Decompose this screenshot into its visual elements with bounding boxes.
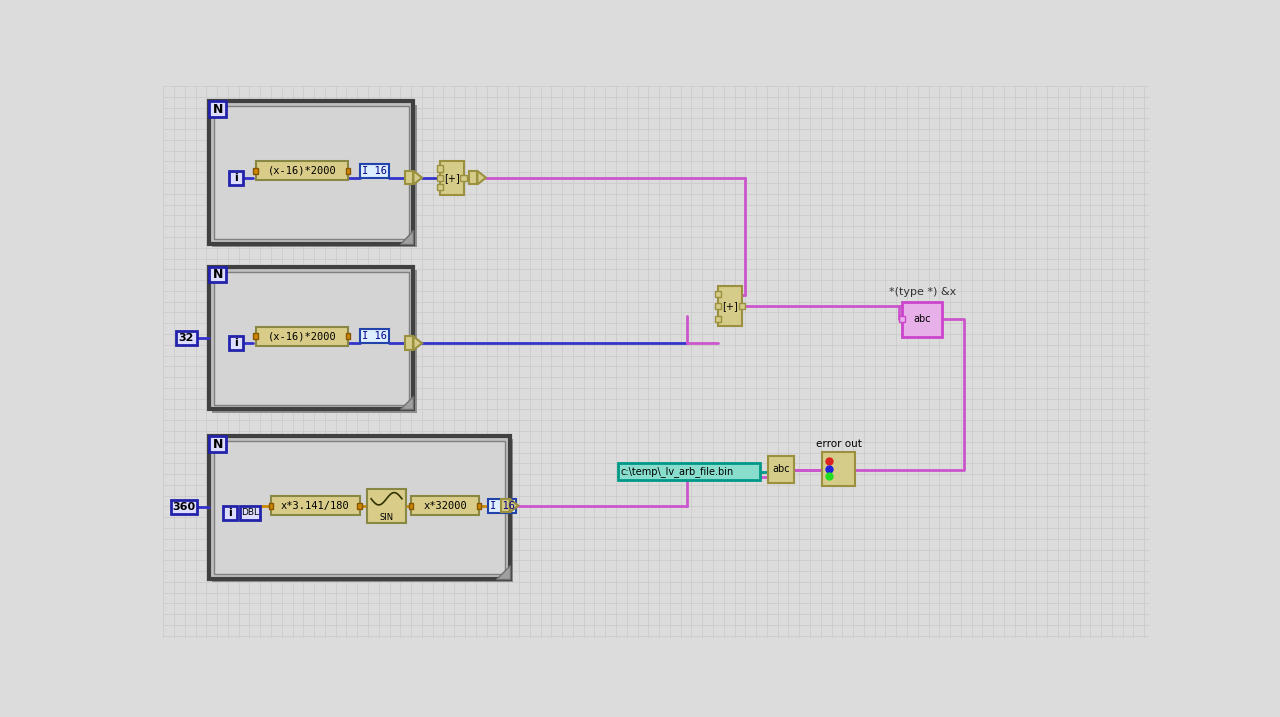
Text: x*3.141/180: x*3.141/180 (280, 500, 349, 511)
Text: (x-16)*2000: (x-16)*2000 (268, 331, 337, 341)
Text: i: i (228, 508, 232, 518)
FancyBboxPatch shape (175, 331, 197, 345)
Text: 360: 360 (173, 502, 196, 512)
Text: N: N (212, 268, 223, 281)
FancyBboxPatch shape (367, 489, 406, 523)
FancyBboxPatch shape (229, 336, 242, 350)
FancyBboxPatch shape (900, 316, 905, 323)
FancyBboxPatch shape (210, 267, 413, 409)
FancyBboxPatch shape (360, 329, 389, 343)
Text: 32: 32 (179, 333, 195, 343)
FancyBboxPatch shape (411, 496, 479, 515)
FancyBboxPatch shape (256, 327, 348, 346)
Text: abc: abc (914, 314, 932, 324)
Polygon shape (468, 171, 477, 184)
Text: [+]: [+] (444, 173, 460, 183)
FancyBboxPatch shape (256, 161, 348, 180)
Text: I 16: I 16 (362, 331, 387, 341)
Text: I 16: I 16 (489, 500, 515, 511)
Text: *(type *) &x: *(type *) &x (888, 288, 956, 298)
FancyBboxPatch shape (346, 333, 351, 339)
FancyBboxPatch shape (172, 500, 197, 514)
FancyBboxPatch shape (346, 168, 351, 174)
FancyBboxPatch shape (214, 272, 408, 405)
FancyBboxPatch shape (210, 437, 227, 452)
FancyBboxPatch shape (229, 171, 242, 184)
FancyBboxPatch shape (461, 175, 467, 181)
FancyBboxPatch shape (714, 315, 721, 322)
Text: SIN: SIN (379, 513, 393, 522)
FancyBboxPatch shape (214, 441, 506, 574)
Polygon shape (495, 565, 509, 579)
FancyBboxPatch shape (714, 291, 721, 297)
FancyBboxPatch shape (360, 163, 389, 178)
Polygon shape (477, 171, 486, 184)
FancyBboxPatch shape (902, 302, 942, 337)
FancyBboxPatch shape (476, 503, 481, 509)
FancyBboxPatch shape (438, 184, 443, 190)
FancyBboxPatch shape (269, 503, 274, 509)
Text: I 16: I 16 (362, 166, 387, 176)
Text: N: N (212, 437, 223, 450)
Text: i: i (234, 173, 238, 183)
FancyBboxPatch shape (214, 106, 408, 239)
FancyBboxPatch shape (440, 161, 463, 194)
FancyBboxPatch shape (210, 437, 509, 579)
Polygon shape (500, 499, 509, 513)
FancyBboxPatch shape (718, 286, 742, 326)
FancyBboxPatch shape (212, 270, 416, 412)
Polygon shape (404, 171, 413, 184)
FancyBboxPatch shape (223, 505, 237, 520)
FancyBboxPatch shape (438, 175, 443, 181)
Text: [+]: [+] (722, 301, 737, 311)
Text: abc: abc (772, 465, 790, 475)
FancyBboxPatch shape (210, 267, 227, 282)
Polygon shape (413, 171, 422, 184)
FancyBboxPatch shape (253, 333, 257, 339)
FancyBboxPatch shape (408, 503, 413, 509)
FancyBboxPatch shape (271, 496, 360, 515)
Polygon shape (413, 336, 422, 350)
Text: (x-16)*2000: (x-16)*2000 (268, 166, 337, 176)
Text: i: i (234, 338, 238, 348)
Polygon shape (404, 336, 413, 350)
FancyBboxPatch shape (617, 463, 760, 480)
FancyBboxPatch shape (714, 303, 721, 309)
Polygon shape (399, 230, 413, 244)
Text: DBL: DBL (241, 508, 260, 517)
FancyBboxPatch shape (357, 503, 362, 509)
Text: N: N (212, 103, 223, 115)
Text: error out: error out (815, 439, 861, 449)
FancyBboxPatch shape (739, 303, 745, 309)
FancyBboxPatch shape (488, 499, 516, 513)
Text: x*32000: x*32000 (424, 500, 467, 511)
Polygon shape (399, 396, 413, 409)
FancyBboxPatch shape (210, 101, 227, 117)
FancyBboxPatch shape (768, 455, 794, 483)
Polygon shape (509, 499, 518, 513)
FancyBboxPatch shape (212, 440, 513, 582)
FancyBboxPatch shape (212, 105, 416, 247)
FancyBboxPatch shape (822, 452, 855, 485)
Text: c:\temp\_lv_arb_file.bin: c:\temp\_lv_arb_file.bin (621, 466, 733, 478)
FancyBboxPatch shape (210, 101, 413, 244)
FancyBboxPatch shape (253, 168, 257, 174)
FancyBboxPatch shape (241, 505, 260, 520)
FancyBboxPatch shape (438, 166, 443, 171)
